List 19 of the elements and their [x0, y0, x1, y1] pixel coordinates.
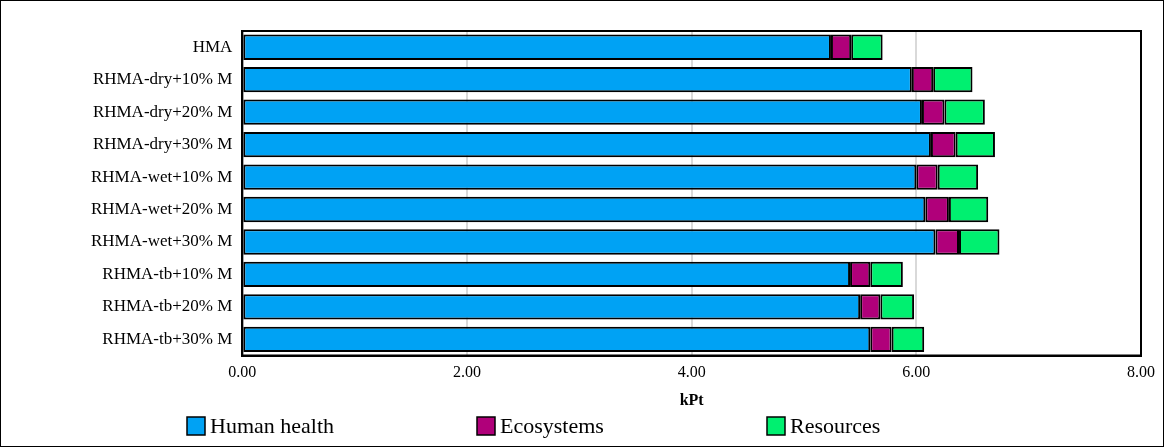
y-tick-label: RHMA-wet+10% M: [90, 166, 233, 186]
y-tick-label: RHMA-tb+20% M: [102, 296, 233, 316]
legend-label: Human health: [210, 412, 335, 438]
legend-label: Ecosystems: [500, 412, 604, 438]
x-tick-label: 0.00: [228, 363, 257, 381]
y-tick-label: RHMA-tb+30% M: [102, 328, 233, 348]
x-axis-title: kPt: [679, 390, 705, 408]
y-tick-label: RHMA-dry+10% M: [92, 69, 233, 89]
y-tick-label: RHMA-dry+30% M: [92, 134, 233, 154]
y-tick-label: RHMA-wet+30% M: [90, 231, 233, 251]
legend-label: Resources: [790, 412, 881, 438]
x-tick-label: 8.00: [1127, 363, 1155, 381]
y-tick-label: HMA: [192, 36, 234, 56]
x-tick-label: 6.00: [902, 363, 931, 381]
y-tick-label: RHMA-wet+20% M: [90, 199, 233, 218]
x-tick-label: 2.00: [453, 363, 481, 381]
y-tick-label: RHMA-dry+20% M: [92, 101, 233, 121]
x-tick-label: 4.00: [677, 363, 706, 381]
y-tick-label: RHMA-tb+10% M: [102, 263, 233, 283]
